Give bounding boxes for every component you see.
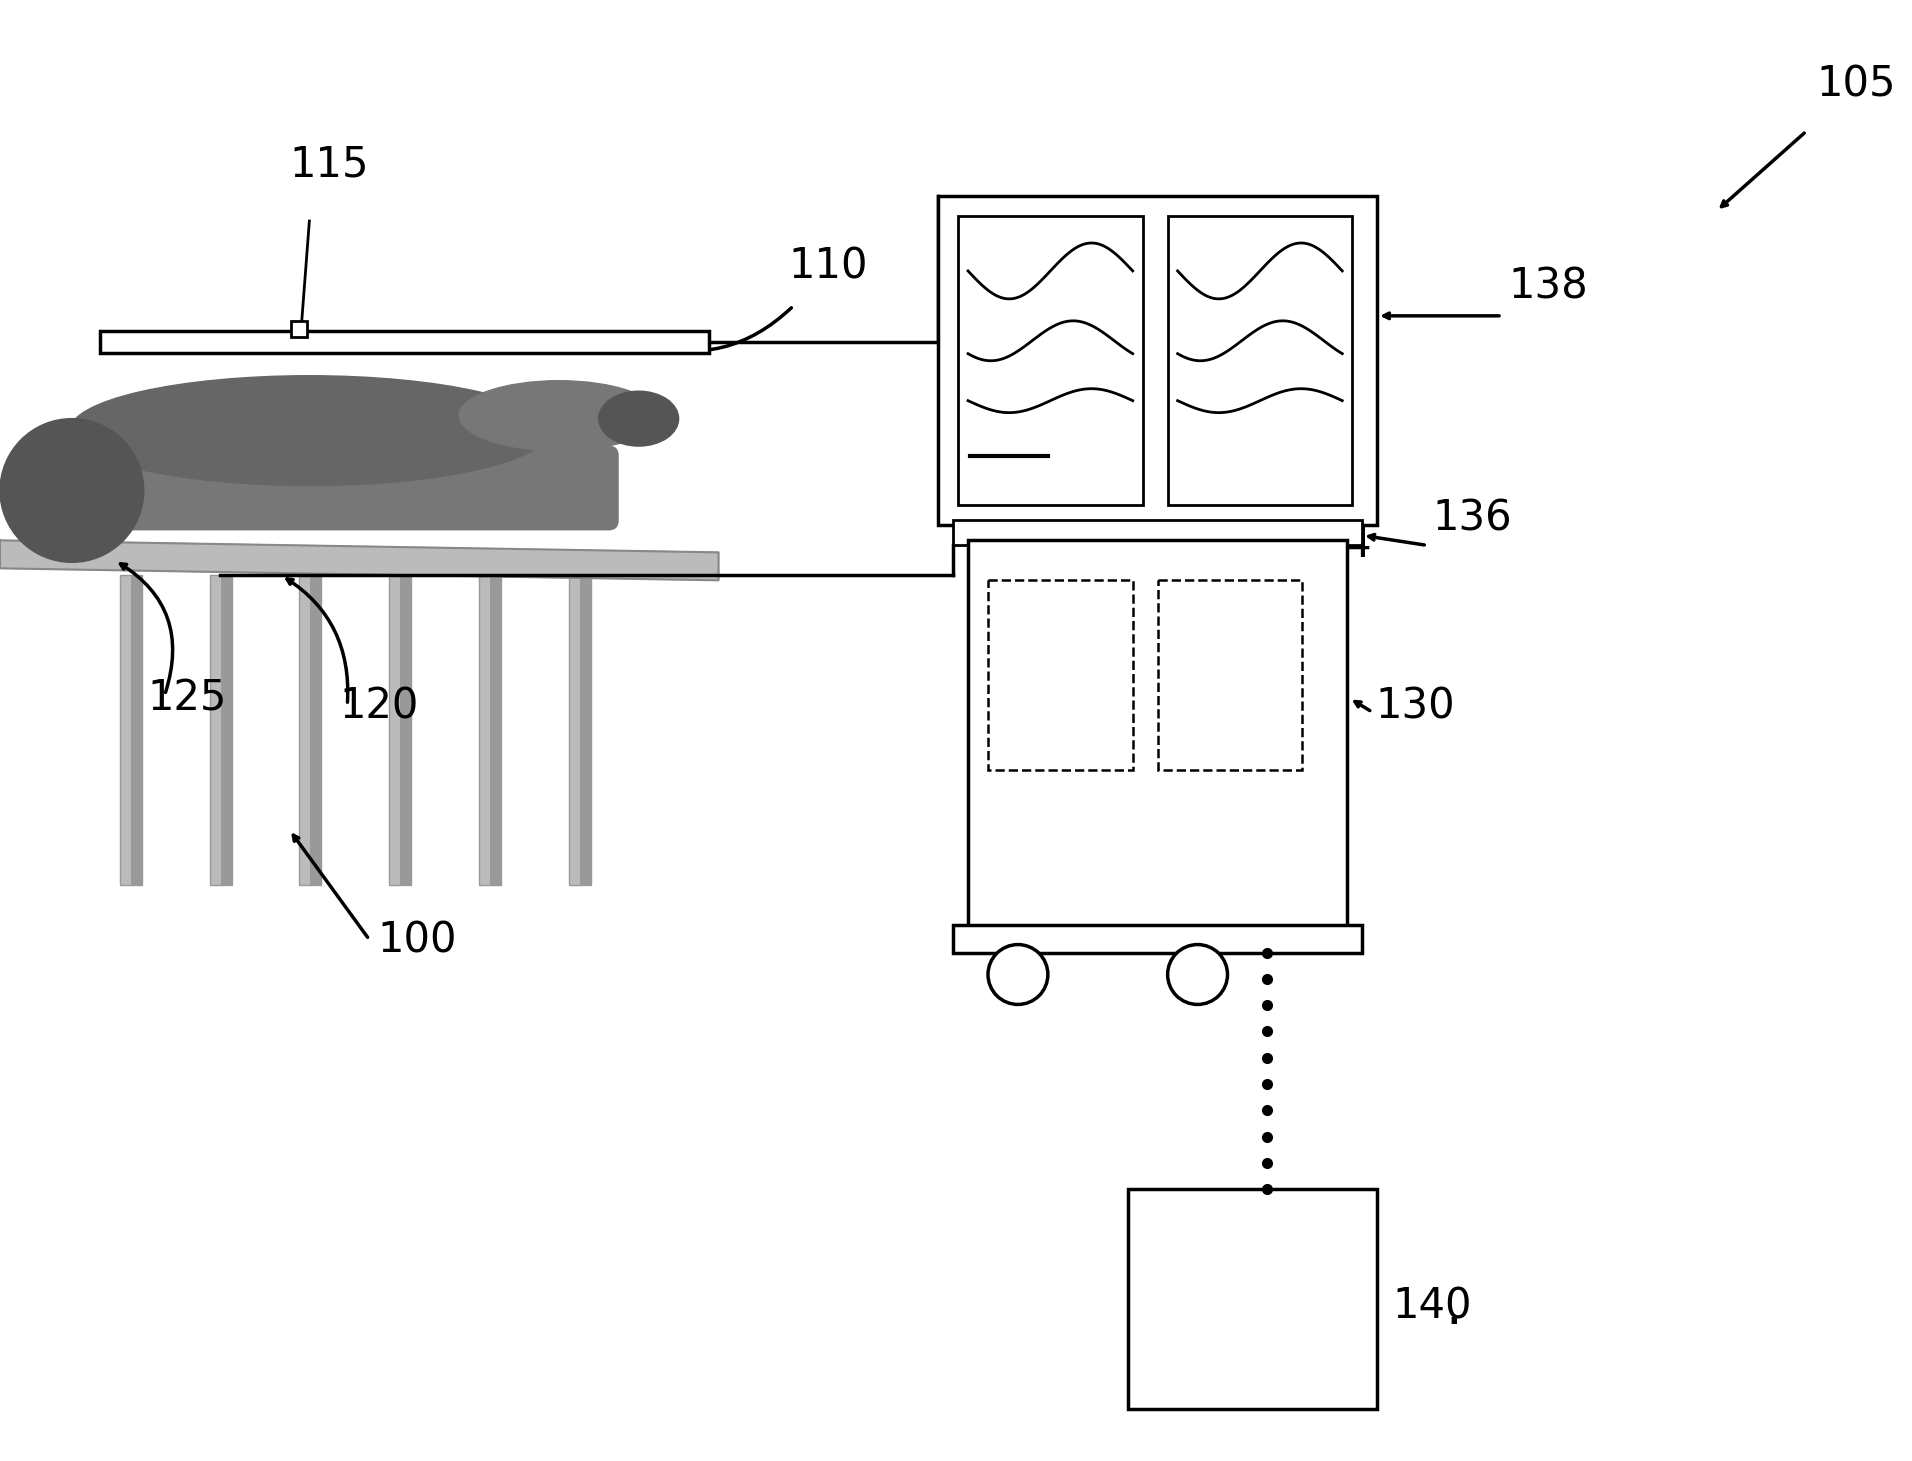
- FancyBboxPatch shape: [210, 576, 231, 885]
- FancyBboxPatch shape: [967, 541, 1348, 929]
- FancyBboxPatch shape: [400, 576, 411, 885]
- Ellipse shape: [71, 375, 549, 485]
- Text: 115: 115: [289, 143, 369, 186]
- Circle shape: [0, 419, 143, 562]
- FancyBboxPatch shape: [579, 576, 591, 885]
- Circle shape: [989, 945, 1048, 1005]
- Text: 138: 138: [1509, 266, 1589, 308]
- FancyBboxPatch shape: [958, 216, 1143, 506]
- FancyBboxPatch shape: [300, 576, 321, 885]
- FancyBboxPatch shape: [310, 576, 321, 885]
- FancyBboxPatch shape: [1168, 216, 1352, 506]
- Text: 136: 136: [1432, 497, 1512, 539]
- Text: 125: 125: [147, 676, 228, 719]
- FancyBboxPatch shape: [120, 576, 141, 885]
- Ellipse shape: [598, 392, 679, 446]
- Polygon shape: [0, 541, 719, 580]
- FancyBboxPatch shape: [120, 446, 619, 530]
- Text: 140: 140: [1392, 1286, 1472, 1328]
- FancyBboxPatch shape: [1128, 1189, 1377, 1408]
- FancyBboxPatch shape: [291, 321, 308, 337]
- Text: 132: 132: [1040, 767, 1119, 809]
- Text: 134: 134: [1293, 524, 1373, 567]
- Text: 130: 130: [1375, 685, 1455, 728]
- FancyBboxPatch shape: [952, 520, 1361, 545]
- FancyBboxPatch shape: [570, 576, 591, 885]
- FancyBboxPatch shape: [220, 576, 231, 885]
- Text: 105: 105: [1816, 63, 1897, 105]
- FancyBboxPatch shape: [390, 576, 411, 885]
- Text: .: .: [1445, 1283, 1463, 1335]
- Text: 100: 100: [377, 919, 457, 961]
- FancyBboxPatch shape: [489, 576, 501, 885]
- FancyBboxPatch shape: [130, 576, 141, 885]
- FancyBboxPatch shape: [1157, 580, 1302, 770]
- FancyBboxPatch shape: [989, 580, 1132, 770]
- Text: 110: 110: [788, 245, 868, 288]
- Circle shape: [1168, 945, 1228, 1005]
- FancyBboxPatch shape: [480, 576, 501, 885]
- Text: 120: 120: [338, 685, 419, 728]
- FancyBboxPatch shape: [939, 196, 1377, 526]
- Ellipse shape: [459, 381, 658, 450]
- FancyBboxPatch shape: [99, 330, 709, 352]
- FancyBboxPatch shape: [952, 925, 1361, 953]
